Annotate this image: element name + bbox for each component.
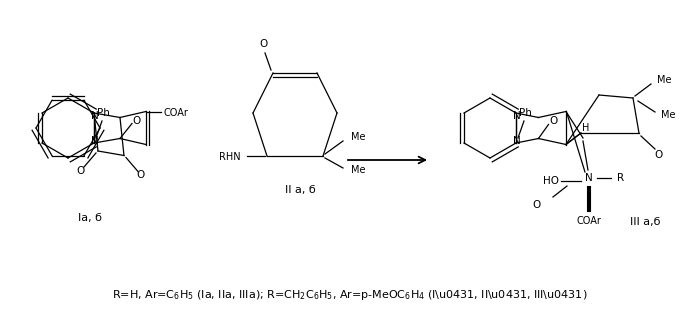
Text: O: O [260, 39, 268, 49]
Text: N: N [513, 111, 521, 121]
Text: H: H [582, 123, 589, 133]
Text: N: N [585, 173, 593, 183]
Text: Ph: Ph [519, 108, 531, 118]
Text: R=H, Ar=C$_6$H$_5$ (Ia, IIa, IIIa); R=CH$_2$C$_6$H$_5$, Ar=p-MeOC$_6$H$_4$ (I\u0: R=H, Ar=C$_6$H$_5$ (Ia, IIa, IIIa); R=CH… [112, 288, 588, 302]
Text: O: O [533, 200, 541, 210]
Text: Ph: Ph [97, 108, 109, 118]
Text: Me: Me [351, 132, 365, 142]
Text: N: N [513, 136, 521, 146]
Text: COAr: COAr [164, 108, 189, 119]
Text: R: R [617, 173, 624, 183]
Text: HO: HO [543, 176, 559, 186]
Text: RHN: RHN [219, 152, 241, 162]
Text: Me: Me [351, 165, 365, 175]
Text: N: N [91, 136, 99, 146]
Text: O: O [77, 166, 85, 176]
Text: O: O [137, 170, 145, 181]
Text: III a,б: III a,б [630, 217, 660, 227]
Text: Ia, б: Ia, б [78, 213, 102, 223]
Text: Me: Me [657, 75, 671, 85]
Text: II a, б: II a, б [285, 185, 316, 195]
Text: COAr: COAr [577, 216, 601, 226]
Text: O: O [550, 116, 558, 127]
Text: Me: Me [661, 110, 676, 120]
Text: O: O [655, 150, 663, 160]
Text: N: N [91, 111, 99, 121]
Text: O: O [133, 115, 141, 126]
